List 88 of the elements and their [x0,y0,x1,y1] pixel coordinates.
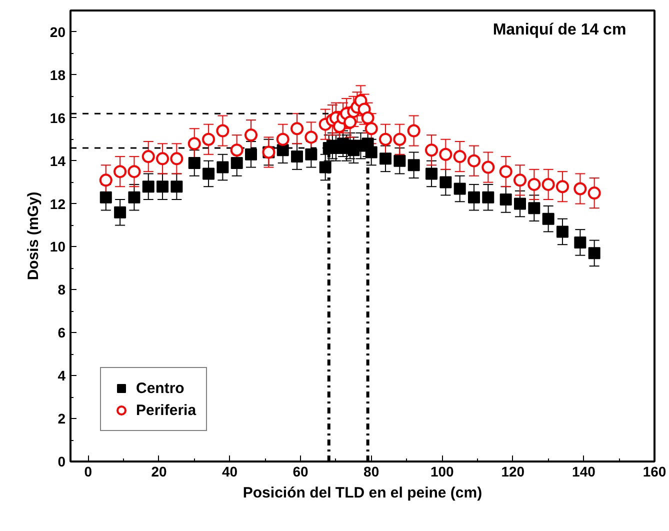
point [361,111,374,124]
x-tick-label: 20 [151,464,167,480]
y-tick-label: 6 [58,324,66,341]
x-tick-label: 140 [572,464,596,480]
point [202,132,216,146]
y-tick-label: 8 [58,282,66,298]
point [276,144,289,156]
point [556,226,568,238]
y-tick-label: 10 [50,238,66,255]
point [304,130,318,144]
point [128,165,141,178]
point [142,180,154,193]
x-tick-label: 80 [364,464,380,480]
point [276,132,290,146]
point [588,247,600,260]
point [170,180,183,193]
point [394,154,406,167]
point [202,168,215,180]
point [156,180,169,193]
point [156,152,170,166]
point [114,165,127,178]
point [574,182,587,196]
y-axis-title: Dosis (mGy) [24,192,42,280]
point [245,148,258,160]
point [364,122,378,136]
x-axis-title: Posición del TLD en el peine (cm) [242,484,482,502]
point [467,154,480,168]
point [454,182,466,195]
annotation: Maniquí de 14 cm [492,21,626,38]
point [99,174,112,187]
y-tick-label: 12 [50,196,66,212]
point [230,144,244,157]
point [407,124,420,138]
point [379,132,392,146]
point [468,191,480,204]
point [588,186,601,200]
point [425,144,438,157]
point [365,146,378,158]
x-tick-label: 40 [222,464,238,480]
point [244,128,258,142]
y-tick-label: 14 [50,152,66,169]
point [574,236,586,248]
point [100,191,112,204]
point [514,174,527,187]
point [528,178,541,191]
point [216,161,229,174]
point [188,137,201,150]
y-tick-label: 0 [58,454,66,470]
point [440,176,452,188]
x-tick-label: 0 [84,464,92,480]
point [556,180,569,194]
point [319,161,332,174]
point [170,152,184,166]
x-tick-label: 160 [642,464,666,480]
point [114,206,126,218]
x-tick-label: 60 [292,464,309,480]
point [426,168,438,180]
point [500,193,512,206]
x-tick-label: 100 [430,464,454,480]
y-tick-label: 4 [58,368,66,384]
y-tick-label: 20 [50,24,66,40]
point [188,156,200,169]
y-tick-label: 18 [50,66,66,83]
point [482,160,495,174]
point [499,165,512,178]
point [344,116,357,129]
point [528,202,540,214]
legend-label: Periferia [136,402,196,418]
point [128,191,140,204]
legend-label: Centro [136,380,184,396]
point [291,150,304,163]
point [230,156,243,169]
point [542,212,554,225]
point [514,198,526,210]
point [216,124,230,138]
point [393,132,406,146]
point [453,150,466,164]
point [305,148,318,160]
x-tick-label: 120 [501,464,525,480]
point [408,159,420,172]
y-tick-label: 16 [50,110,66,126]
point [380,152,392,165]
point [290,122,304,136]
point [482,191,494,204]
point [542,178,555,191]
point [439,148,452,161]
y-tick-label: 2 [58,410,66,427]
point [142,150,155,164]
